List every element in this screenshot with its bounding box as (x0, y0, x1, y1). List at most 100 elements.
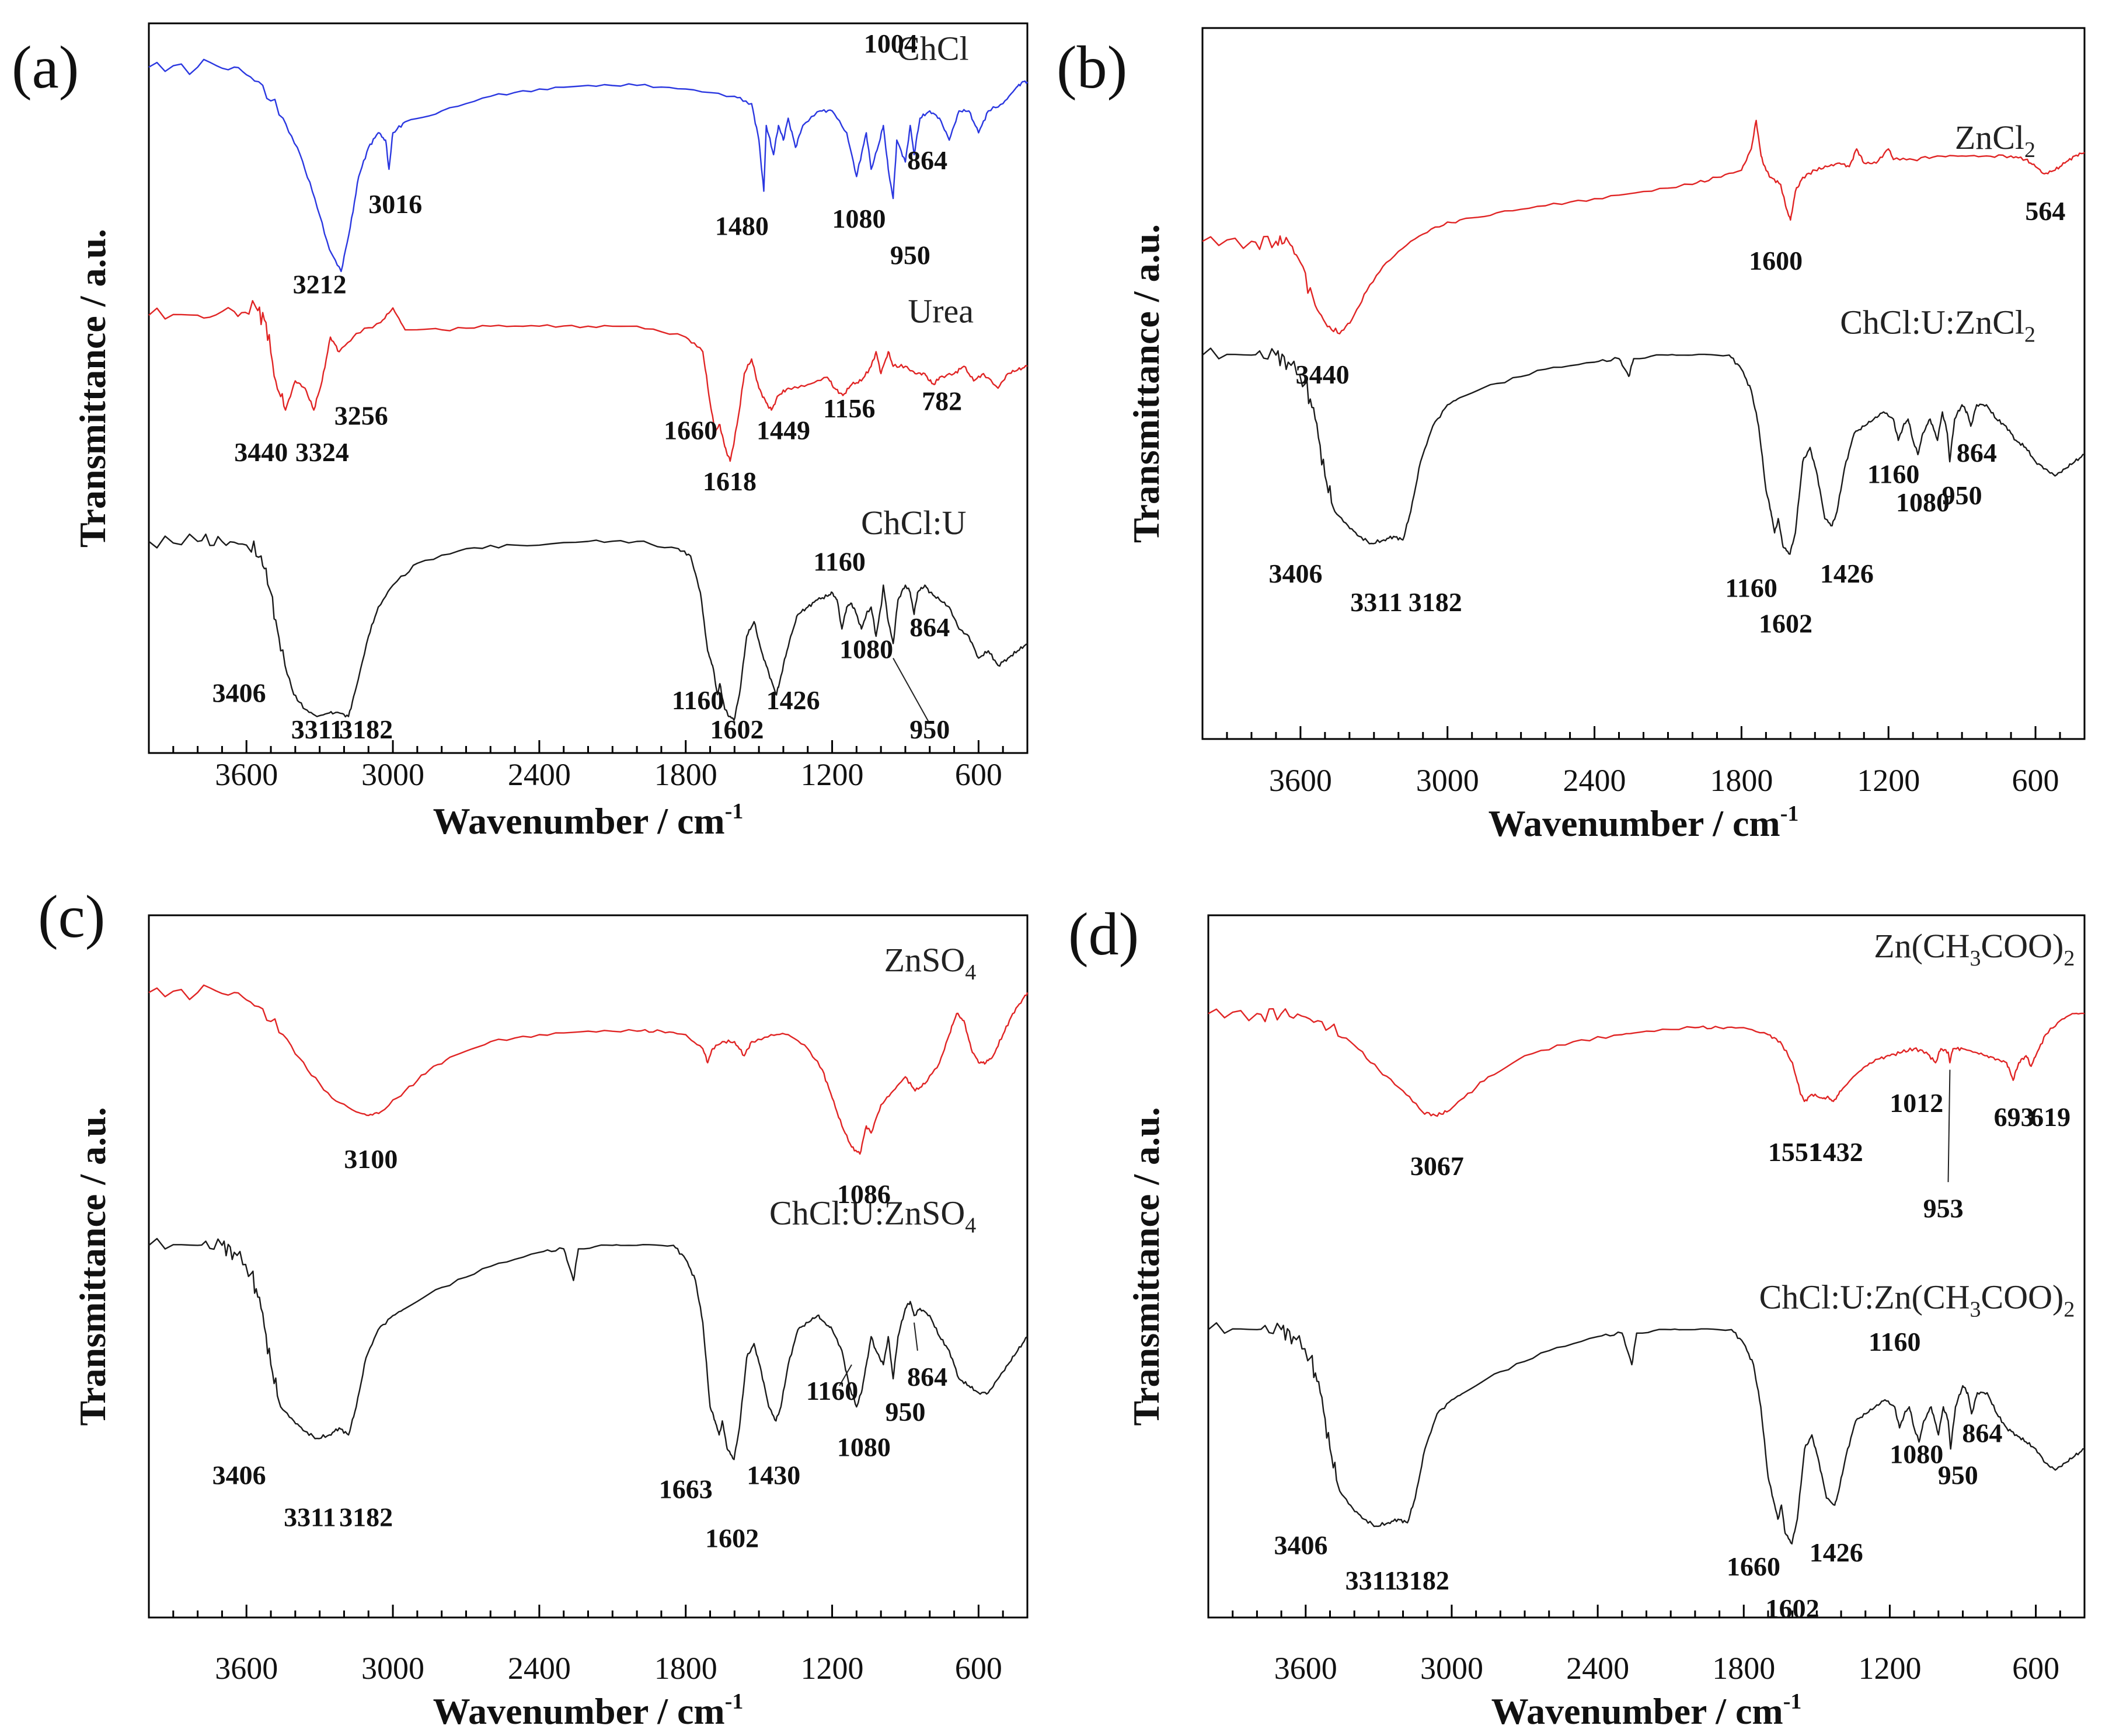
x-tick-label: 3600 (215, 1651, 278, 1686)
peak-label: 3182 (339, 714, 393, 744)
peak-label: 3016 (368, 189, 422, 219)
peak-label: 3212 (293, 270, 347, 299)
peak-label: 782 (922, 386, 962, 416)
series-label-subscript-2: 2 (2063, 946, 2075, 971)
spectrum-line-chcl-u (148, 534, 1028, 721)
peak-label: 564 (2025, 196, 2065, 226)
spectrum-line-urea (148, 300, 1028, 462)
plot-frame (148, 914, 1029, 1619)
peak-label: 3406 (1274, 1531, 1327, 1560)
x-axis-title-text: Wavenumber / cm (433, 1690, 725, 1732)
panel-b: (b) 3600 3000 2400 1800 1200 600 Wavenumber / c… (1057, 27, 2086, 844)
peak-label: 1432 (1810, 1137, 1863, 1167)
x-tick-label: 600 (2012, 763, 2059, 798)
peak-label: 3182 (1396, 1566, 1449, 1595)
peak-leader-line (839, 1364, 852, 1386)
spectrum-line-zncl (1202, 120, 2085, 334)
peak-label: 1004 (864, 29, 918, 58)
x-tick-label: 1800 (654, 757, 717, 792)
series-label: ZnSO4 (884, 941, 977, 985)
peak-label: 1602 (710, 714, 764, 744)
peak-label: 3406 (212, 678, 266, 708)
peak-label: 1602 (705, 1524, 759, 1553)
peak-label: 1449 (757, 416, 810, 445)
series-label-text: ZnSO (884, 941, 965, 979)
x-axis: 3600 3000 2400 1800 1200 600 (1207, 1605, 2086, 1686)
x-tick-label: 3000 (1416, 763, 1479, 798)
x-tick-label: 1800 (654, 1651, 717, 1686)
peak-label: 1080 (839, 635, 893, 664)
peak-label: 1426 (1810, 1538, 1863, 1567)
series-label-subscript: 4 (965, 960, 976, 985)
series-label: ChCl (897, 30, 969, 68)
peak-label: 3406 (212, 1460, 266, 1490)
panel-c: (c) 3600 3000 2400 1800 1200 600 Wavenumber / c… (38, 883, 1029, 1732)
x-tick-label: 3600 (1269, 763, 1332, 798)
peak-label: 3182 (339, 1503, 393, 1532)
peak-label: 3311 (284, 1503, 336, 1532)
x-tick-label: 1800 (1712, 1651, 1775, 1686)
peak-label: 1663 (659, 1474, 713, 1504)
x-tick-label: 600 (2012, 1651, 2059, 1686)
x-axis-title-superscript: -1 (725, 799, 744, 824)
peak-leader-line (1947, 1069, 1951, 1183)
peak-leader-line (914, 1322, 918, 1351)
series-label-subscript: 3 (1970, 946, 1981, 971)
x-tick-label: 1800 (1710, 763, 1773, 798)
peak-label: 3182 (1409, 587, 1462, 617)
x-tick-label: 3600 (1274, 1651, 1337, 1686)
peak-label: 864 (909, 612, 950, 642)
peak-label: 950 (890, 240, 930, 270)
plot-frame (1207, 914, 2086, 1619)
peak-label: 864 (907, 145, 947, 175)
peak-label: 1160 (1867, 459, 1919, 489)
peak-label: 1160 (1869, 1327, 1920, 1357)
series-label-text: ChCl:U:Zn(CH (1759, 1278, 1970, 1316)
series-label-text: ZnCl (1955, 118, 2024, 156)
peak-label: 3324 (295, 437, 349, 467)
x-axis-title-superscript: -1 (725, 1689, 744, 1714)
panel-a: (a) 3600 3000 2400 1800 1200 600 Wavenumber / c… (12, 22, 1029, 842)
peak-label: 1080 (832, 204, 886, 233)
peak-label: 1160 (806, 1376, 858, 1406)
peak-label: 3256 (334, 401, 388, 431)
x-tick-label: 1200 (801, 757, 864, 792)
x-tick-label: 3000 (1420, 1651, 1483, 1686)
x-tick-label: 1200 (1858, 1651, 1921, 1686)
series-label: ChCl:U (861, 504, 967, 542)
x-axis-title-text: Wavenumber / cm (1489, 803, 1780, 844)
series-label-subscript: 3 (1970, 1298, 1981, 1322)
x-tick-label: 1200 (801, 1651, 864, 1686)
series-label-text: Urea (908, 292, 974, 330)
x-axis: 3600 3000 2400 1800 1200 600 (148, 1605, 1029, 1686)
series-label-text: ChCl:U:ZnSO (769, 1194, 965, 1232)
peak-label: 3440 (1296, 360, 1350, 389)
panel-label: (b) (1057, 34, 1127, 101)
x-axis-title: Wavenumber / cm-1 (433, 799, 744, 842)
peak-label: 693 (1994, 1102, 2034, 1132)
panel-label: (a) (12, 34, 79, 101)
x-tick-label: 2400 (1563, 763, 1626, 798)
peak-label: 950 (885, 1397, 925, 1427)
x-tick-label: 2400 (508, 1651, 571, 1686)
peak-label: 1660 (664, 416, 717, 445)
x-axis-title-text: Wavenumber / cm (1491, 1690, 1783, 1732)
peak-label: 1086 (837, 1179, 891, 1209)
peak-label: 950 (909, 714, 950, 744)
series-label-subscript: 2 (2024, 138, 2035, 162)
spectrum-line-zn-ch (1208, 1008, 2085, 1117)
series-label: ChCl:U:ZnCl2 (1840, 304, 2035, 347)
peak-label: 950 (1942, 480, 1982, 510)
x-tick-label: 3600 (215, 757, 278, 792)
x-axis-title: Wavenumber / cm-1 (1489, 801, 1799, 844)
series-label-text: ChCl:U:ZnCl (1840, 304, 2024, 341)
spectrum-line-chcl-u-zn-ch (1208, 1322, 2085, 1545)
x-tick-label: 600 (955, 1651, 1002, 1686)
spectrum-line-chcl-u-znso (148, 1237, 1028, 1460)
x-axis: 3600 3000 2400 1800 1200 600 (1201, 726, 2086, 798)
x-tick-label: 600 (955, 757, 1002, 792)
peak-label: 1600 (1749, 246, 1803, 276)
peak-label: 1080 (1896, 487, 1950, 517)
series-label: ChCl:U:Zn(CH3COO)2 (1759, 1278, 2075, 1322)
x-tick-label: 2400 (1566, 1651, 1629, 1686)
